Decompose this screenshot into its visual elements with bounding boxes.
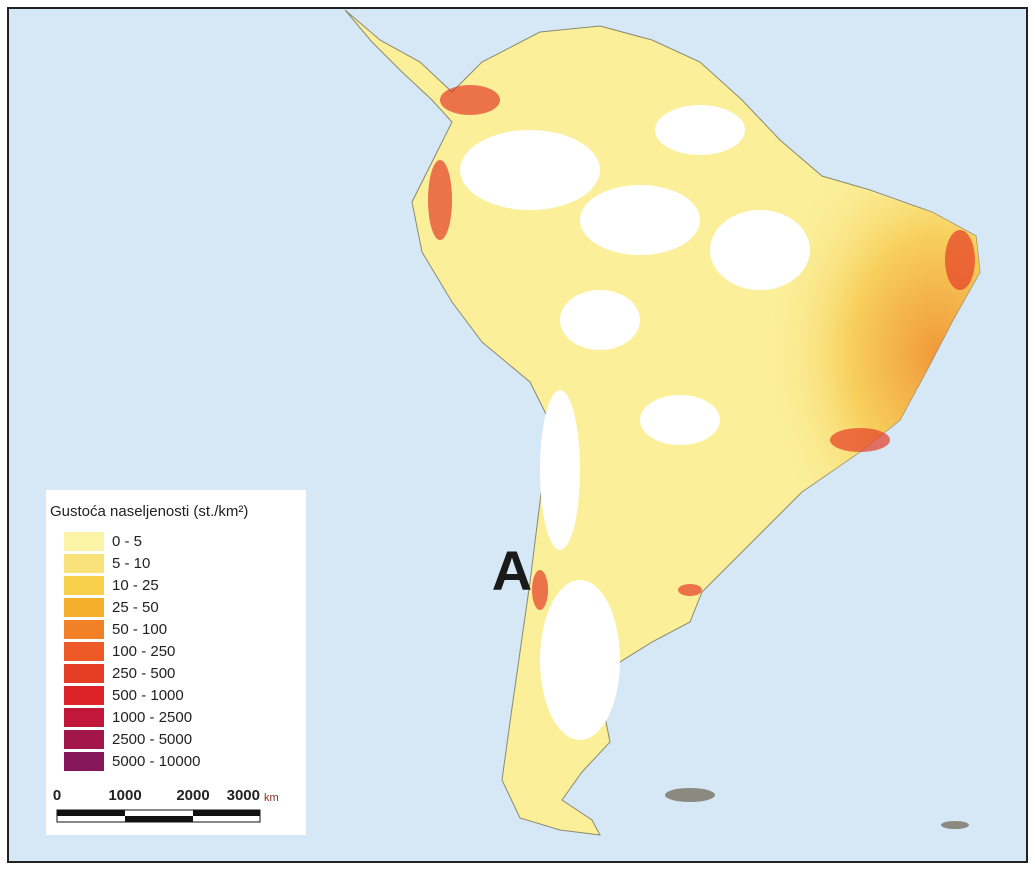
legend-label: 250 - 500: [112, 665, 175, 682]
legend-swatch: [64, 554, 104, 573]
legend-swatch: [64, 664, 104, 683]
legend-swatch: [64, 642, 104, 661]
legend-title: Gustoća naseljenosti (st./km²): [50, 503, 248, 520]
legend-label: 100 - 250: [112, 643, 175, 660]
legend-label: 2500 - 5000: [112, 731, 192, 748]
scale-label: 0: [53, 787, 61, 804]
legend-swatch: [64, 686, 104, 705]
scale-bar: 0 1000 2000 3000 km: [53, 787, 279, 823]
legend-label: 500 - 1000: [112, 687, 184, 704]
legend-swatch: [64, 708, 104, 727]
scale-bar-segment: [57, 810, 125, 816]
legend-swatch: [64, 620, 104, 639]
scale-bar-segment: [193, 810, 260, 816]
legend-swatch: [64, 532, 104, 551]
legend-swatch: [64, 598, 104, 617]
map-label: A: [492, 539, 532, 602]
scale-label: 3000: [227, 787, 260, 804]
legend-label: 10 - 25: [112, 577, 159, 594]
scale-bar-segment: [125, 816, 193, 822]
legend-swatch: [64, 576, 104, 595]
legend: 0 - 5 5 - 10 10 - 25 25 - 50 50 - 100 100 - 2…: [64, 532, 200, 771]
legend-label: 50 - 100: [112, 621, 167, 638]
scale-unit: km: [264, 792, 279, 804]
legend-swatch: [64, 730, 104, 749]
legend-label: 5 - 10: [112, 555, 150, 572]
islands: [665, 788, 969, 829]
dense-areas: [428, 85, 975, 610]
scale-label: 2000: [176, 787, 209, 804]
scale-label: 1000: [108, 787, 141, 804]
sparse-areas: [460, 105, 810, 740]
legend-swatch: [64, 752, 104, 771]
legend-label: 0 - 5: [112, 533, 142, 550]
legend-label: 5000 - 10000: [112, 753, 200, 770]
legend-label: 1000 - 2500: [112, 709, 192, 726]
legend-label: 25 - 50: [112, 599, 159, 616]
